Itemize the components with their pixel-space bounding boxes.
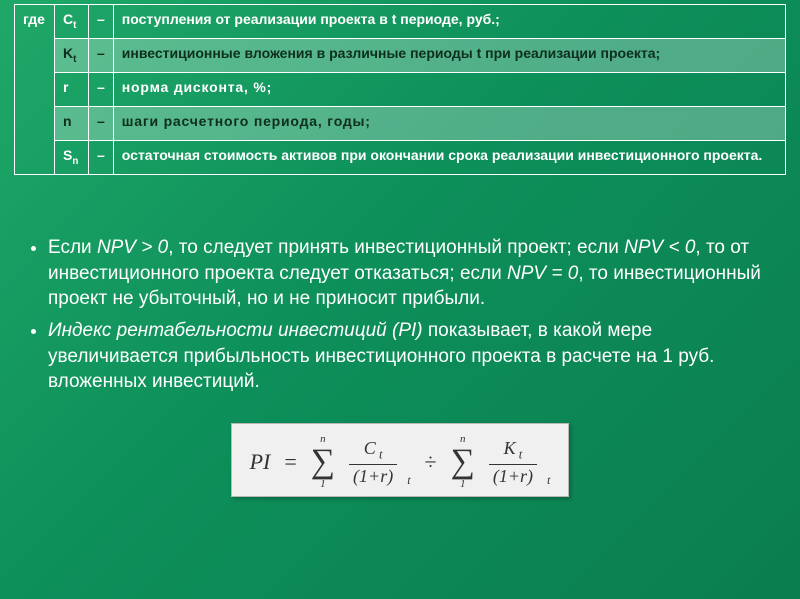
list-item: Индекс рентабельности инвестиций (PI) по… (48, 318, 774, 395)
table-row: где Ct – поступления от реализации проек… (15, 5, 786, 39)
fraction: C t (1+r) (349, 438, 397, 485)
table-row: r – норма дисконта, %; (15, 73, 786, 107)
symbol-cell: n (55, 107, 89, 141)
divide-sign: ÷ (425, 449, 437, 475)
outer-subscript: t (547, 473, 550, 488)
formula-box: PI = n ∑ 1 C t (1+r) t ÷ n ∑ 1 K t (231, 423, 570, 497)
desc-cell: норма дисконта, %; (113, 73, 785, 107)
formula-lhs: PI (250, 449, 271, 475)
fraction: K t (1+r) (489, 438, 537, 485)
list-item: Если NPV > 0, то следует принять инвести… (48, 235, 774, 312)
outer-subscript: t (407, 473, 410, 488)
desc-cell: остаточная стоимость активов при окончан… (113, 141, 785, 175)
dash-cell: – (89, 141, 114, 175)
symbol-cell: Sn (55, 141, 89, 175)
where-label: где (15, 5, 55, 175)
desc-cell: инвестиционные вложения в различные пери… (113, 39, 785, 73)
dash-cell: – (89, 39, 114, 73)
slide: где Ct – поступления от реализации проек… (0, 0, 800, 517)
table-row: Sn – остаточная стоимость активов при ок… (15, 141, 786, 175)
symbol-cell: Ct (55, 5, 89, 39)
dash-cell: – (89, 5, 114, 39)
sigma-icon: n ∑ 1 (451, 434, 475, 490)
desc-cell: поступления от реализации проекта в t пе… (113, 5, 785, 39)
equals-sign: = (284, 449, 296, 475)
table-row: n – шаги расчетного периода, годы; (15, 107, 786, 141)
definitions-table: где Ct – поступления от реализации проек… (14, 4, 786, 175)
table-row: Kt – инвестиционные вложения в различные… (15, 39, 786, 73)
dash-cell: – (89, 73, 114, 107)
symbol-cell: Kt (55, 39, 89, 73)
bullet-list: Если NPV > 0, то следует принять инвести… (26, 235, 774, 395)
symbol-cell: r (55, 73, 89, 107)
dash-cell: – (89, 107, 114, 141)
desc-cell: шаги расчетного периода, годы; (113, 107, 785, 141)
formula-container: PI = n ∑ 1 C t (1+r) t ÷ n ∑ 1 K t (14, 423, 786, 497)
sigma-icon: n ∑ 1 (311, 434, 335, 490)
